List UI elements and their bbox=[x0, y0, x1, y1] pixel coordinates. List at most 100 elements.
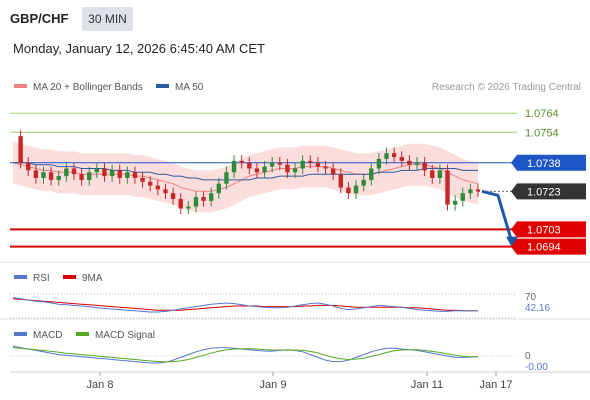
candle-body bbox=[239, 160, 244, 163]
pivot-tag-bg bbox=[511, 154, 586, 171]
candle-body bbox=[247, 162, 252, 169]
datetime-label: Monday, January 12, 2026 6:45:40 AM CET bbox=[13, 41, 265, 56]
candle bbox=[323, 160, 328, 175]
support-tag-bg bbox=[511, 221, 586, 238]
candle-body bbox=[18, 136, 23, 163]
candle-body bbox=[216, 183, 222, 194]
candle-body bbox=[87, 172, 92, 180]
rsi-line bbox=[12, 297, 478, 313]
rsi-legend: RSI 9MA bbox=[14, 273, 103, 284]
macd-signal-legend-swatch bbox=[76, 332, 89, 336]
candle bbox=[178, 193, 183, 215]
candle bbox=[41, 166, 46, 184]
candle bbox=[155, 179, 161, 196]
resistance-label: 1.0764 bbox=[525, 108, 559, 120]
candle-body bbox=[277, 162, 283, 165]
candle-body bbox=[193, 197, 199, 207]
candle bbox=[369, 162, 374, 186]
candle bbox=[315, 157, 321, 173]
rsi-ma-legend-label: 9MA bbox=[82, 273, 103, 284]
candle-body bbox=[384, 153, 389, 159]
candle bbox=[445, 164, 450, 211]
candle bbox=[468, 183, 473, 199]
forecast-arrow bbox=[481, 189, 518, 248]
candle-body bbox=[430, 170, 435, 178]
macd-line bbox=[12, 345, 479, 364]
chart-header: GBP/CHF 30 MIN bbox=[0, 0, 590, 36]
macd-legend: MACD MACD Signal bbox=[14, 330, 155, 341]
candle bbox=[384, 147, 389, 165]
candle-body bbox=[48, 172, 54, 180]
support-tag: 1.0694 bbox=[527, 242, 561, 254]
candle-body bbox=[338, 174, 343, 188]
candle-body bbox=[163, 189, 168, 194]
candle-body bbox=[460, 193, 465, 201]
candle-body bbox=[376, 158, 382, 169]
price-legend: MA 20 + Bollinger Bands MA 50 Research ©… bbox=[14, 82, 581, 93]
candle bbox=[308, 155, 313, 169]
bollinger-band-area bbox=[13, 141, 478, 213]
candle-body bbox=[155, 185, 161, 190]
candle bbox=[460, 187, 465, 207]
macd-signal-line bbox=[12, 347, 478, 363]
support-tag: 1.0703 bbox=[527, 224, 561, 236]
bollinger-band bbox=[13, 141, 478, 213]
candle-body bbox=[33, 170, 39, 178]
candle bbox=[193, 191, 199, 213]
candle bbox=[163, 183, 168, 199]
candle-body bbox=[71, 168, 77, 175]
candle bbox=[399, 151, 404, 167]
x-tick-label: Jan 17 bbox=[479, 379, 512, 391]
candle-body bbox=[94, 168, 100, 173]
candle-body bbox=[208, 193, 214, 201]
candle bbox=[109, 164, 115, 182]
candle-body bbox=[186, 206, 191, 209]
timeframe-badge[interactable]: 30 MIN bbox=[82, 7, 133, 31]
candle bbox=[391, 147, 397, 163]
ma20-legend-swatch bbox=[14, 84, 27, 88]
price-candles bbox=[18, 130, 481, 215]
candle bbox=[430, 164, 435, 184]
candle bbox=[48, 166, 54, 186]
candle-body bbox=[369, 168, 374, 180]
symbol-title: GBP/CHF bbox=[10, 11, 69, 26]
ma50-legend-swatch bbox=[156, 84, 169, 88]
candle-body bbox=[117, 170, 122, 178]
candle bbox=[216, 178, 222, 199]
candle bbox=[26, 157, 31, 177]
candle-body bbox=[475, 189, 481, 192]
macd-zero-label: 0 bbox=[525, 351, 531, 362]
candle-body bbox=[262, 166, 267, 173]
candle-body bbox=[315, 162, 321, 167]
candle bbox=[239, 155, 244, 169]
x-tick-label: Jan 8 bbox=[87, 379, 114, 391]
candle-body bbox=[102, 168, 107, 177]
ma50-legend-label: MA 50 bbox=[175, 82, 204, 93]
last-price-tag: 1.0723 bbox=[527, 186, 561, 198]
x-axis: Jan 8 Jan 9 Jan 11 Jan 17 bbox=[87, 372, 513, 391]
candle bbox=[87, 166, 92, 186]
candle bbox=[64, 162, 69, 182]
macd-legend-label: MACD bbox=[33, 330, 62, 341]
candle-body bbox=[254, 168, 260, 173]
candle bbox=[231, 155, 237, 178]
candle bbox=[148, 176, 153, 192]
macd-current-label: -0.00 bbox=[525, 362, 548, 373]
ma20-legend-label: MA 20 + Bollinger Bands bbox=[33, 82, 143, 93]
candle-body bbox=[414, 162, 420, 165]
candle bbox=[186, 200, 191, 215]
macd-signal-legend-label: MACD Signal bbox=[95, 330, 155, 341]
resistance-label: 1.0754 bbox=[525, 127, 559, 139]
candle-body bbox=[330, 168, 336, 175]
candle bbox=[254, 162, 260, 178]
candle bbox=[18, 130, 23, 169]
pivot-tag: 1.0738 bbox=[527, 158, 561, 170]
candle bbox=[475, 183, 481, 198]
rsi-legend-label: RSI bbox=[33, 273, 50, 284]
candle-body bbox=[422, 162, 427, 171]
candle-body bbox=[353, 185, 359, 194]
last-price-tag-bg bbox=[511, 183, 586, 200]
candle bbox=[208, 187, 214, 207]
